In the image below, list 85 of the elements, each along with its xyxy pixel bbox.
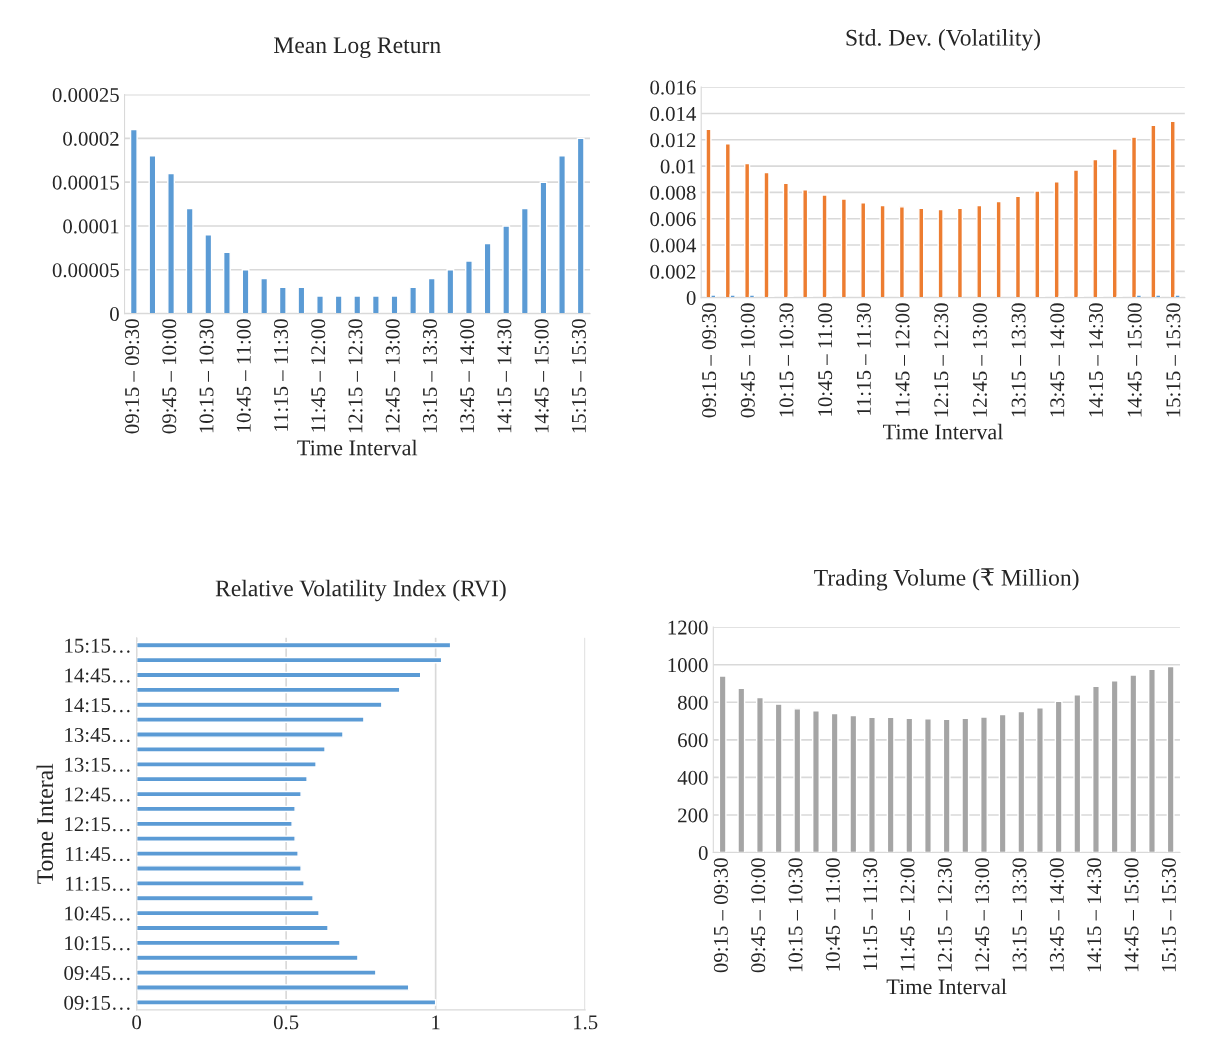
y-tick-label: 0.00025 — [52, 87, 119, 103]
y-tick-label: 0.016 — [650, 80, 696, 95]
x-tick-label: 11:45 – 12:00 — [895, 303, 910, 416]
x-tick-label: 14:15 – 14:30 — [1088, 303, 1104, 417]
y-tick-label: 11:45… — [66, 847, 130, 862]
x-tick-label: 09:15 – 09:30 — [713, 858, 728, 973]
y-tick-label: 11:15… — [66, 876, 130, 891]
y-tick-label: 15:15… — [65, 638, 130, 653]
y-tick-label: 0.004 — [650, 238, 697, 253]
y-tick-label: 600 — [678, 733, 708, 748]
x-tick-label: 11:45 – 12:00 — [311, 319, 326, 432]
y-tick-label: 800 — [677, 695, 708, 710]
x-tick-label: 15:15 – 15:30 — [1166, 303, 1181, 417]
x-tick-label: 13:15 – 13:30 — [422, 319, 438, 433]
x-axis-title: Time Interval — [883, 423, 1003, 440]
x-tick-label: 14:45 – 15:00 — [534, 319, 549, 433]
chart-title: Std. Dev. (Volatility) — [846, 29, 1041, 51]
x-tick-label: 13:15 – 13:30 — [1012, 858, 1027, 972]
x-tick-label: 12:45 – 13:00 — [385, 319, 400, 433]
x-tick-label: 15:15 – 15:30 — [1161, 858, 1176, 972]
y-tick-label: 400 — [677, 770, 708, 785]
y-tick-label: 0 — [698, 845, 708, 860]
x-tick-label: 12:15 – 12:30 — [934, 303, 949, 417]
y-tick-label: 10:45… — [65, 906, 130, 921]
y-tick-label: 13:45… — [65, 727, 130, 743]
x-tick-label: 10:15 – 10:30 — [788, 858, 803, 972]
y-tick-label: 0.0001 — [63, 219, 119, 234]
y-tick-label: 0.012 — [650, 133, 696, 148]
x-tick-label: 10:45 – 11:00 — [825, 858, 840, 971]
y-tick-label: 12:45… — [65, 787, 130, 802]
x-tick-label: 15:15 – 15:30 — [571, 319, 586, 433]
y-tick-label: 1200 — [668, 620, 708, 635]
y-tick-label: 0.00005 — [52, 263, 119, 278]
x-tick-label: 1 — [432, 1015, 440, 1030]
x-axis-title: Time Interval — [886, 978, 1007, 995]
x-tick-label: 09:45 – 10:00 — [751, 858, 766, 973]
y-tick-label: 13:15… — [65, 757, 130, 772]
x-tick-label: 0.5 — [273, 1015, 299, 1030]
x-tick-label: 10:45 – 11:00 — [818, 303, 833, 416]
x-tick-label: 09:15 – 09:30 — [702, 303, 717, 418]
x-tick-label: 09:15 – 09:30 — [124, 319, 140, 434]
x-tick-label: 11:15 – 11:30 — [273, 319, 289, 431]
x-tick-label: 09:45 – 10:00 — [740, 303, 755, 418]
chart-title: Mean Log Return — [274, 37, 441, 59]
x-tick-label: 13:45 – 14:00 — [1050, 303, 1065, 417]
y-tick-label: 0 — [686, 291, 696, 306]
y-tick-label: 1000 — [668, 658, 708, 673]
y-tick-label: 14:45… — [65, 668, 130, 683]
x-tick-label: 13:45 – 14:00 — [460, 319, 475, 433]
x-tick-label: 11:15 – 11:30 — [856, 303, 871, 415]
x-tick-label: 10:15 – 10:30 — [779, 303, 794, 417]
y-tick-label: 14:15… — [65, 698, 130, 713]
y-tick-label: 09:45… — [64, 966, 130, 981]
x-tick-label: 11:45 – 12:00 — [900, 858, 915, 971]
chart-title: Trading Volume (₹ Million) — [814, 568, 1079, 591]
x-tick-label: 12:45 – 13:00 — [972, 303, 988, 417]
x-tick-label: 14:15 – 14:30 — [497, 319, 512, 433]
x-tick-label: 13:45 – 14:00 — [1049, 858, 1064, 972]
x-tick-label: 13:15 – 13:30 — [1011, 303, 1026, 417]
x-tick-label: 14:45 – 15:00 — [1124, 858, 1139, 972]
x-tick-label: 12:15 – 12:30 — [937, 858, 952, 972]
y-tick-label: 0.006 — [650, 212, 696, 227]
y-tick-label: 0.01 — [660, 159, 696, 174]
chart-title: Relative Volatility Index (RVI) — [215, 579, 506, 602]
x-axis-title: Time Interval — [297, 439, 418, 456]
y-axis-title: Tome Interal — [36, 763, 54, 884]
y-tick-label: 0.0002 — [63, 131, 119, 146]
x-tick-label: 10:45 – 11:00 — [236, 319, 251, 432]
x-tick-label: 14:15 – 14:30 — [1087, 858, 1102, 972]
y-tick-label: 200 — [678, 808, 708, 823]
y-tick-label: 12:15… — [65, 817, 130, 832]
x-tick-label: 09:45 – 10:00 — [162, 319, 177, 434]
x-tick-label: 1.5 — [573, 1015, 598, 1030]
y-tick-label: 0.008 — [650, 185, 696, 200]
y-tick-label: 10:15… — [65, 936, 130, 951]
x-tick-label: 14:45 – 15:00 — [1127, 303, 1142, 417]
y-tick-label: 0.014 — [650, 106, 697, 121]
y-tick-label: 09:15… — [64, 995, 130, 1010]
x-tick-label: 12:45 – 13:00 — [975, 858, 990, 972]
x-tick-label: 12:15 – 12:30 — [348, 319, 363, 433]
y-tick-label: 0.002 — [650, 264, 696, 279]
y-tick-label: 0.00015 — [52, 175, 119, 190]
x-tick-label: 10:15 – 10:30 — [199, 319, 214, 433]
x-tick-label: 11:15 – 11:30 — [863, 858, 878, 970]
x-tick-label: 0 — [132, 1015, 142, 1030]
